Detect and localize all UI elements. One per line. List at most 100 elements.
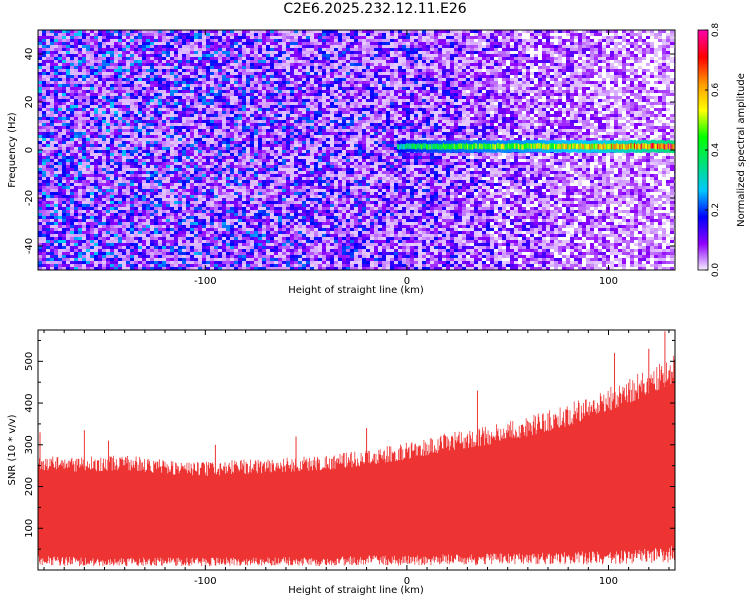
heatmap-cell — [66, 141, 70, 144]
heatmap-cell — [230, 198, 234, 201]
heatmap-cell — [230, 213, 234, 216]
heatmap-cell — [170, 84, 174, 87]
heatmap-cell — [218, 222, 222, 225]
heatmap-cell — [190, 72, 194, 75]
heatmap-cell — [74, 129, 78, 132]
heatmap-cell — [98, 168, 102, 171]
heatmap-cell — [38, 162, 42, 165]
heatmap-cell — [102, 222, 106, 225]
heatmap-cell — [54, 66, 58, 69]
heatmap-cell — [138, 81, 142, 84]
heatmap-cell — [134, 156, 138, 159]
heatmap-cell — [250, 213, 254, 216]
heatmap-cell — [42, 105, 46, 108]
heatmap-cell — [162, 189, 166, 192]
heatmap-cell — [66, 162, 70, 165]
heatmap-cell — [42, 267, 46, 270]
heatmap-cell — [226, 237, 230, 240]
heatmap-cell — [98, 99, 102, 102]
heatmap-cell — [94, 150, 98, 153]
heatmap-cell — [222, 129, 226, 132]
heatmap-cell — [254, 267, 258, 270]
heatmap-cell — [218, 102, 222, 105]
heatmap-cell — [238, 42, 242, 45]
heatmap-cell — [206, 123, 210, 126]
heatmap-cell — [198, 228, 202, 231]
heatmap-cell — [250, 198, 254, 201]
heatmap-cell — [86, 183, 90, 186]
heatmap-cell — [202, 48, 206, 51]
heatmap-cell — [234, 93, 238, 96]
heatmap-cell — [146, 225, 150, 228]
heatmap-cell — [174, 261, 178, 264]
heatmap-cell — [58, 219, 62, 222]
heatmap-cell — [282, 261, 286, 264]
heatmap-cell — [278, 120, 282, 123]
heatmap-cell — [146, 57, 150, 60]
heatmap-cell — [286, 75, 290, 78]
heatmap-cell — [42, 213, 46, 216]
heatmap-cell — [262, 183, 266, 186]
heatmap-cell — [186, 171, 190, 174]
heatmap-cell — [210, 51, 214, 54]
heatmap-cell — [170, 60, 174, 63]
heatmap-cell — [274, 264, 278, 267]
heatmap-cell — [182, 57, 186, 60]
heatmap-cell — [158, 156, 162, 159]
heatmap-cell — [38, 120, 42, 123]
heatmap-cell — [110, 87, 114, 90]
heatmap-cell — [190, 210, 194, 213]
heatmap-cell — [62, 186, 66, 189]
heatmap-cell — [234, 39, 238, 42]
heatmap-cell — [98, 138, 102, 141]
heatmap-cell — [102, 201, 106, 204]
heatmap-cell — [66, 138, 70, 141]
heatmap-cell — [162, 162, 166, 165]
heatmap-cell — [182, 168, 186, 171]
heatmap-cell — [238, 174, 242, 177]
heatmap-cell — [246, 213, 250, 216]
heatmap-cell — [206, 120, 210, 123]
heatmap-cell — [142, 192, 146, 195]
heatmap-cell — [166, 219, 170, 222]
heatmap-cell — [82, 51, 86, 54]
heatmap-cell — [62, 267, 66, 270]
heatmap-cell — [262, 246, 266, 249]
heatmap-cell — [226, 207, 230, 210]
heatmap-cell — [274, 201, 278, 204]
heatmap-cell — [218, 237, 222, 240]
heatmap-cell — [222, 69, 226, 72]
heatmap-cell — [250, 33, 254, 36]
heatmap-cell — [102, 186, 106, 189]
heatmap-cell — [58, 240, 62, 243]
heatmap-cell — [274, 111, 278, 114]
heatmap-cell — [142, 123, 146, 126]
heatmap-cell — [94, 264, 98, 267]
heatmap-cell — [78, 39, 82, 42]
heatmap-cell — [118, 168, 122, 171]
heatmap-cell — [162, 87, 166, 90]
heatmap-cell — [254, 210, 258, 213]
heatmap-cell — [170, 135, 174, 138]
heatmap-cell — [242, 216, 246, 219]
heatmap-cell — [98, 177, 102, 180]
heatmap-cell — [234, 45, 238, 48]
heatmap-cell — [74, 159, 78, 162]
heatmap-cell — [238, 213, 242, 216]
heatmap-cell — [54, 138, 58, 141]
heatmap-cell — [138, 135, 142, 138]
heatmap-cell — [234, 90, 238, 93]
heatmap-cell — [278, 255, 282, 258]
heatmap-cell — [274, 129, 278, 132]
heatmap-cell — [86, 81, 90, 84]
heatmap-cell — [206, 219, 210, 222]
heatmap-cell — [282, 132, 286, 135]
heatmap-cell — [90, 183, 94, 186]
heatmap-cell — [274, 51, 278, 54]
heatmap-cell — [282, 246, 286, 249]
heatmap-cell — [98, 234, 102, 237]
heatmap-cell — [266, 246, 270, 249]
heatmap-cell — [270, 156, 274, 159]
heatmap-cell — [150, 147, 154, 150]
heatmap-cell — [98, 126, 102, 129]
